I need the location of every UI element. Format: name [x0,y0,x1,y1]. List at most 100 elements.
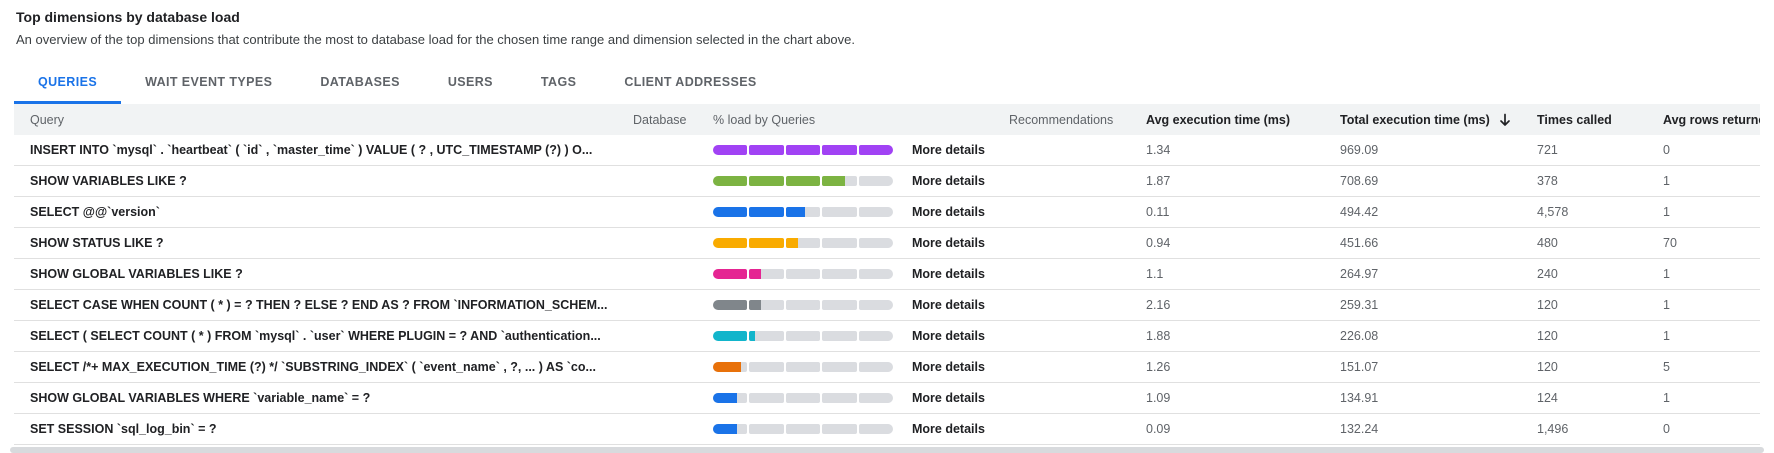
query-text: SHOW VARIABLES LIKE ? [30,174,187,188]
query-text: SHOW STATUS LIKE ? [30,236,164,250]
avg-execution-time-value: 1.34 [1146,143,1171,157]
tab-bar: QUERIES WAIT EVENT TYPES DATABASES USERS TAG… [0,63,1774,104]
avg-execution-time-value: 1.87 [1146,174,1171,188]
total-execution-time-value: 226.08 [1340,329,1379,343]
total-execution-time-value: 969.09 [1340,143,1379,157]
column-header-total-execution-time[interactable]: Total execution time (ms) [1340,113,1537,127]
more-details-cell: More details [912,360,1005,374]
more-details-link[interactable]: More details [912,267,985,281]
page-subtitle: An overview of the top dimensions that c… [16,32,856,47]
more-details-link[interactable]: More details [912,422,985,436]
avg-rows-returned-value: 1 [1663,391,1670,405]
more-details-cell: More details [912,267,1005,281]
table-row[interactable]: SELECT ( SELECT COUNT ( * ) FROM `mysql`… [14,321,1760,352]
times-called-value: 124 [1537,391,1558,405]
total-execution-time-value: 151.07 [1340,360,1379,374]
avg-execution-time-value: 1.09 [1146,391,1171,405]
column-header-recommendations: Recommendations [1009,112,1114,127]
times-called-value: 480 [1537,236,1558,250]
tab-label: DATABASES [320,75,400,89]
more-details-cell: More details [912,236,1005,250]
tab-wait-event-types[interactable]: WAIT EVENT TYPES [121,63,296,104]
more-details-link[interactable]: More details [912,174,985,188]
total-execution-time-value: 132.24 [1340,422,1379,436]
load-cell [713,238,912,248]
more-details-link[interactable]: More details [912,298,985,312]
tab-label: TAGS [540,75,577,89]
table-row[interactable]: SHOW VARIABLES LIKE ? More details 1.87 … [14,166,1760,197]
tab-label: USERS [447,75,493,89]
avg-rows-returned-value: 1 [1663,267,1670,281]
table-header-row: Query Database % load by Queries Recomme… [14,104,1760,135]
horizontal-scrollbar[interactable] [10,447,1764,453]
total-execution-time-value: 264.97 [1340,267,1379,281]
sort-descending-icon[interactable] [1499,113,1511,127]
query-text: SELECT CASE WHEN COUNT ( * ) = ? THEN ? … [30,298,608,312]
avg-rows-returned-value: 1 [1663,329,1670,343]
total-execution-time-value: 259.31 [1340,298,1379,312]
more-details-link[interactable]: More details [912,360,985,374]
load-cell [713,362,912,372]
times-called-value: 120 [1537,329,1558,343]
more-details-link[interactable]: More details [912,236,985,250]
query-text: SHOW GLOBAL VARIABLES WHERE `variable_na… [30,391,371,405]
load-bar [713,424,894,434]
query-text: SHOW GLOBAL VARIABLES LIKE ? [30,267,243,281]
more-details-link[interactable]: More details [912,143,985,157]
total-execution-time-value: 494.42 [1340,205,1379,219]
total-execution-time-value: 134.91 [1340,391,1379,405]
avg-rows-returned-value: 1 [1663,298,1670,312]
avg-rows-returned-value: 1 [1663,205,1670,219]
query-text: SET SESSION `sql_log_bin` = ? [30,422,217,436]
more-details-link[interactable]: More details [912,329,985,343]
table-row[interactable]: INSERT INTO `mysql` . `heartbeat` ( `id`… [14,135,1760,166]
times-called-value: 1,496 [1537,422,1569,436]
more-details-cell: More details [912,422,1005,436]
more-details-link[interactable]: More details [912,205,985,219]
more-details-cell: More details [912,391,1005,405]
load-cell [713,300,912,310]
tab-users[interactable]: USERS [424,63,517,104]
tab-databases[interactable]: DATABASES [296,63,424,104]
load-cell [713,207,912,217]
table-row[interactable]: SELECT CASE WHEN COUNT ( * ) = ? THEN ? … [14,290,1760,321]
more-details-cell: More details [912,205,1005,219]
tab-label: CLIENT ADDRESSES [624,75,757,89]
times-called-value: 721 [1537,143,1558,157]
column-header-database: Database [633,112,687,127]
load-bar [713,269,894,279]
load-bar [713,145,894,155]
page-title: Top dimensions by database load [16,9,240,25]
load-bar [713,207,894,217]
queries-table: Query Database % load by Queries Recomme… [14,104,1760,445]
times-called-value: 240 [1537,267,1558,281]
load-bar [713,393,894,403]
avg-rows-returned-value: 0 [1663,143,1670,157]
query-text: SELECT ( SELECT COUNT ( * ) FROM `mysql`… [30,329,601,343]
avg-rows-returned-value: 5 [1663,360,1670,374]
tab-queries[interactable]: QUERIES [14,63,122,104]
load-bar [713,176,894,186]
table-row[interactable]: SHOW STATUS LIKE ? More details 0.94 451… [14,228,1760,259]
avg-execution-time-value: 2.16 [1146,298,1171,312]
table-row[interactable]: SHOW GLOBAL VARIABLES LIKE ? More detail… [14,259,1760,290]
avg-rows-returned-value: 70 [1663,236,1677,250]
load-cell [713,145,912,155]
avg-execution-time-value: 0.09 [1146,422,1171,436]
tab-client-addresses[interactable]: CLIENT ADDRESSES [600,63,780,104]
tab-tags[interactable]: TAGS [517,63,600,104]
more-details-link[interactable]: More details [912,391,985,405]
load-bar [713,238,894,248]
table-row[interactable]: SELECT @@`version` More details 0.11 494… [14,197,1760,228]
table-row[interactable]: SET SESSION `sql_log_bin` = ? More detai… [14,414,1760,445]
table-row[interactable]: SHOW GLOBAL VARIABLES WHERE `variable_na… [14,383,1760,414]
column-header-avg-execution-time[interactable]: Avg execution time (ms) [1146,112,1291,127]
times-called-value: 4,578 [1537,205,1569,219]
times-called-value: 120 [1537,360,1558,374]
load-cell [713,393,912,403]
avg-execution-time-value: 0.11 [1146,205,1170,219]
table-row[interactable]: SELECT /*+ MAX_EXECUTION_TIME (?) */ `SU… [14,352,1760,383]
column-header-avg-rows-returned[interactable]: Avg rows returned [1663,112,1760,127]
column-header-times-called[interactable]: Times called [1537,112,1612,127]
